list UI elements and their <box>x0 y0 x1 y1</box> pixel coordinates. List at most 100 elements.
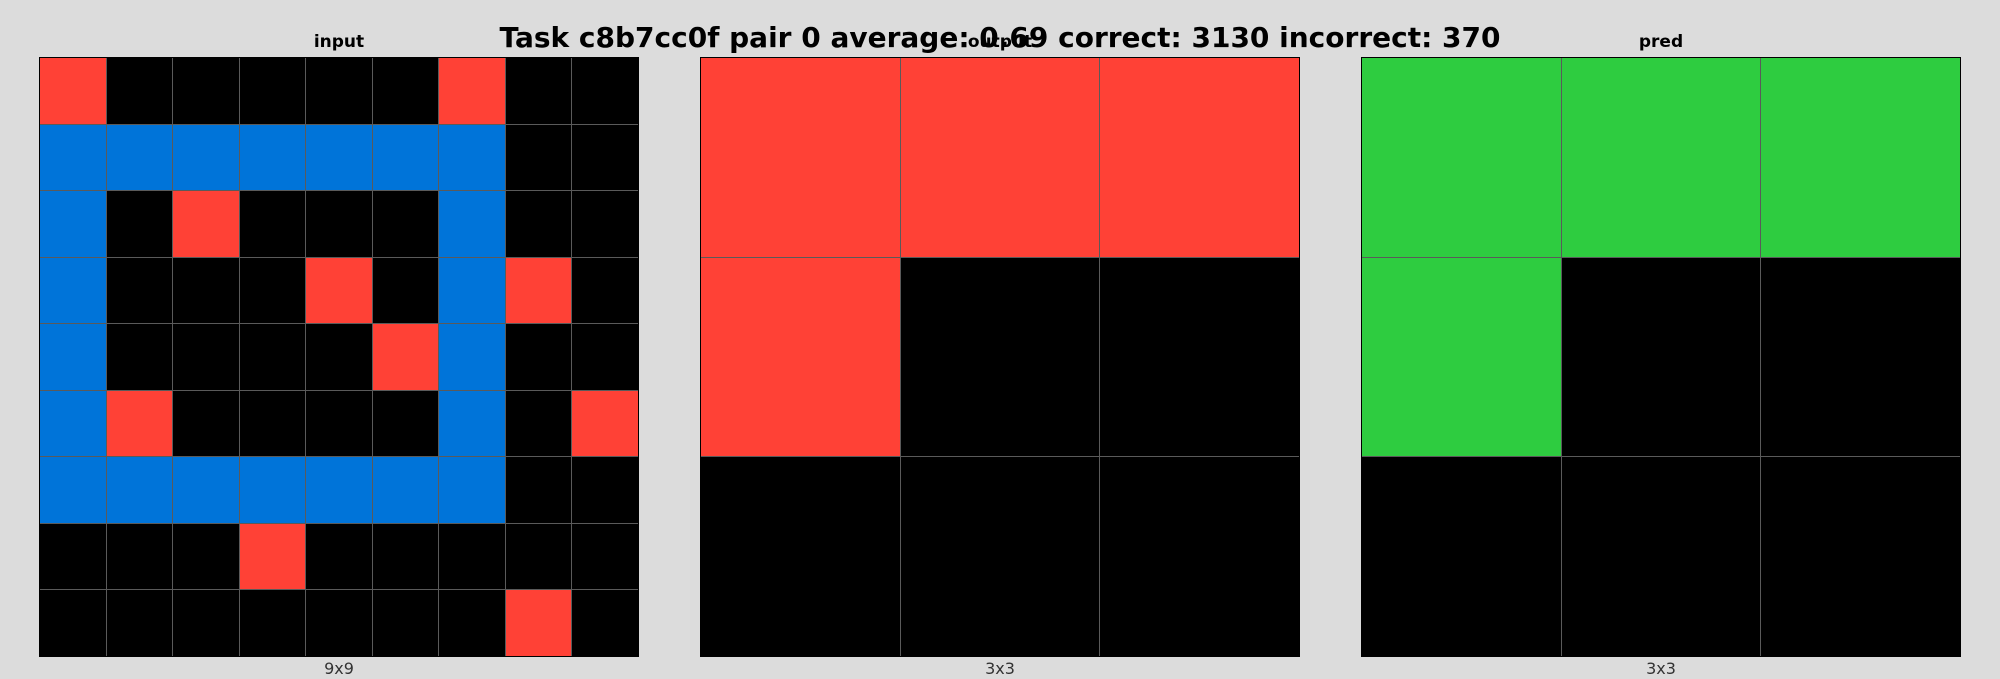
panel-title-input: input <box>313 32 365 52</box>
grid-size-label-input: 9x9 <box>324 659 354 678</box>
grid-cell <box>306 390 372 457</box>
grid-cell <box>306 257 372 324</box>
grid-cell <box>306 457 372 523</box>
grid-cell <box>572 590 638 656</box>
grid-cell <box>439 191 505 257</box>
grid-cell <box>1100 457 1299 656</box>
grid-cell <box>900 257 1100 457</box>
grid-cell <box>239 324 306 390</box>
grid-cell <box>1761 58 1960 257</box>
grid-cell <box>40 457 106 523</box>
grid-cell <box>505 390 572 457</box>
grid-cell <box>40 590 106 656</box>
grid-cell <box>439 124 505 191</box>
grid-cell <box>505 324 572 390</box>
grid-cell <box>1362 457 1561 656</box>
grid-cell <box>173 191 239 257</box>
grid-cell <box>239 257 306 324</box>
grid-cell <box>40 58 106 124</box>
grid-cell <box>572 191 638 257</box>
grid-cell <box>439 58 505 124</box>
grid-cell <box>1761 257 1960 457</box>
figure-title: Task c8b7cc0f pair 0 average: 0.69 corre… <box>499 21 1501 54</box>
grid-cell <box>439 390 505 457</box>
grid-cell <box>572 390 638 457</box>
grid-cell <box>306 324 372 390</box>
grid-cell <box>572 58 638 124</box>
grid-cell <box>173 124 239 191</box>
grid-cell <box>173 457 239 523</box>
grid-cell <box>40 324 106 390</box>
grid-cell <box>106 457 173 523</box>
grid-cell <box>701 257 900 457</box>
grid-cell <box>505 457 572 523</box>
grid-cell <box>106 58 173 124</box>
grid-cell <box>572 124 638 191</box>
panel-output: output 3x3 <box>700 0 1300 678</box>
grid-input <box>39 57 639 657</box>
grid-cell <box>106 590 173 656</box>
grid-cell <box>900 58 1100 257</box>
grid-cell <box>40 523 106 590</box>
grid-pred <box>1361 57 1961 657</box>
grid-cell <box>572 257 638 324</box>
grid-cell <box>505 590 572 656</box>
grid-cell <box>372 191 439 257</box>
grid-size-label-pred: 3x3 <box>1646 659 1676 678</box>
grid-cell <box>572 324 638 390</box>
grid-cell <box>106 191 173 257</box>
grid-cell <box>372 324 439 390</box>
grid-cell <box>306 590 372 656</box>
grid-cell <box>239 590 306 656</box>
grid-cell <box>372 390 439 457</box>
grid-cell <box>439 257 505 324</box>
grid-cell <box>306 523 372 590</box>
grid-cell <box>40 191 106 257</box>
panel-input: input 9x9 <box>39 0 639 678</box>
grid-cell <box>173 390 239 457</box>
grid-cell <box>239 124 306 191</box>
grid-cell <box>106 257 173 324</box>
grid-cell <box>505 257 572 324</box>
grid-cell <box>40 257 106 324</box>
grid-cell <box>439 590 505 656</box>
grid-cell <box>1362 257 1561 457</box>
grid-cell <box>239 457 306 523</box>
grid-cell <box>900 457 1100 656</box>
grid-cell <box>505 191 572 257</box>
grid-cell <box>439 324 505 390</box>
grid-cell <box>1561 457 1761 656</box>
grid-cell <box>439 523 505 590</box>
grid-cell <box>239 523 306 590</box>
grid-cell <box>505 523 572 590</box>
grid-cell <box>1761 457 1960 656</box>
grid-cell <box>1561 58 1761 257</box>
panel-title-output: output <box>967 32 1033 52</box>
grid-cell <box>372 457 439 523</box>
grid-cell <box>306 58 372 124</box>
grid-cell <box>306 191 372 257</box>
grid-cell <box>1100 257 1299 457</box>
grid-cell <box>1362 58 1561 257</box>
grid-cell <box>372 523 439 590</box>
grid-cell <box>173 58 239 124</box>
grid-cell <box>701 58 900 257</box>
grid-cell <box>173 257 239 324</box>
grid-cell <box>372 590 439 656</box>
grid-cell <box>40 390 106 457</box>
grid-cell <box>306 124 372 191</box>
grid-cell <box>239 390 306 457</box>
grid-cell <box>173 324 239 390</box>
grid-cell <box>572 523 638 590</box>
grid-cell <box>372 58 439 124</box>
grid-cell <box>372 124 439 191</box>
grid-cell <box>40 124 106 191</box>
grid-cell <box>239 191 306 257</box>
grid-cell <box>173 523 239 590</box>
grid-cell <box>372 257 439 324</box>
grid-cell <box>1561 257 1761 457</box>
grid-cell <box>701 457 900 656</box>
grid-cell <box>505 58 572 124</box>
grid-output <box>700 57 1300 657</box>
grid-cell <box>173 590 239 656</box>
